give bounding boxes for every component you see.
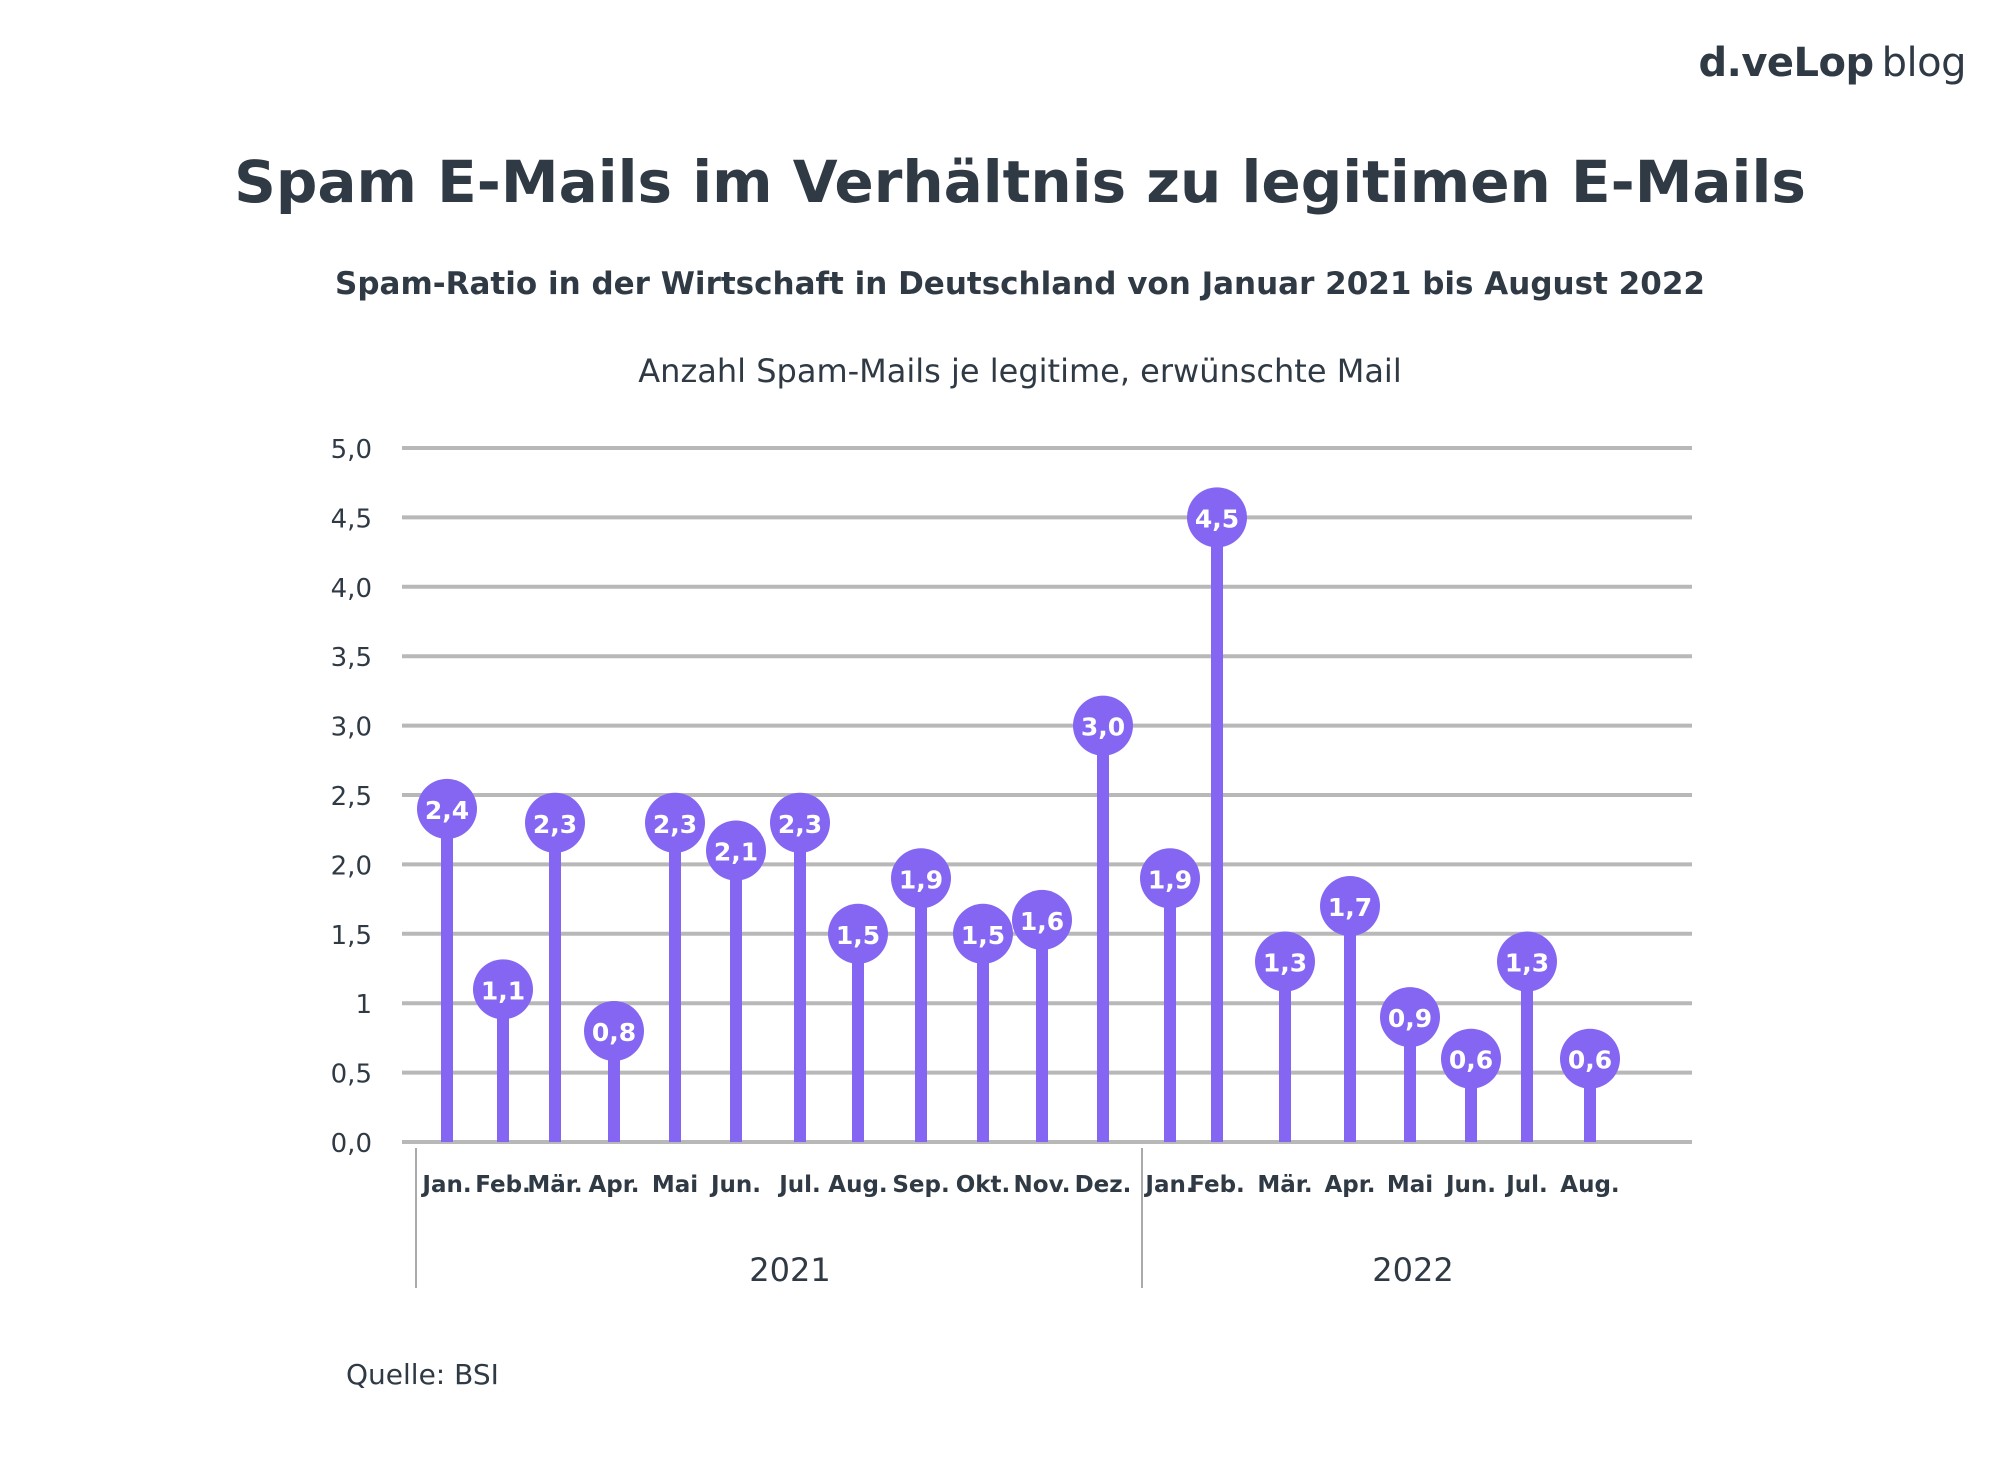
bar-marker bbox=[1140, 848, 1200, 909]
data-label: 0,9 bbox=[1388, 1004, 1432, 1033]
data-label: 2,1 bbox=[714, 838, 758, 867]
logo-suffix: blog bbox=[1881, 40, 1967, 86]
data-label: 0,6 bbox=[1449, 1046, 1493, 1075]
data-label: 1,3 bbox=[1263, 949, 1307, 978]
y-tick-label: 3,0 bbox=[331, 713, 372, 743]
data-label: 1,6 bbox=[1020, 907, 1064, 936]
data-label: 3,0 bbox=[1081, 713, 1125, 742]
group-label: 2021 bbox=[749, 1251, 830, 1289]
bar-marker bbox=[1441, 1028, 1501, 1089]
x-tick-label: Dez. bbox=[1075, 1172, 1132, 1198]
x-tick-label: Jan. bbox=[420, 1172, 471, 1198]
bar-marker bbox=[473, 959, 533, 1020]
x-tick-label: Aug. bbox=[1560, 1172, 1619, 1198]
data-label: 0,8 bbox=[592, 1018, 636, 1047]
y-tick-label: 4,5 bbox=[331, 504, 372, 534]
x-tick-label: Jul. bbox=[777, 1172, 821, 1198]
bar-marker bbox=[1073, 695, 1133, 756]
x-tick-label: Jan. bbox=[1143, 1172, 1194, 1198]
y-tick-label: 3,5 bbox=[331, 643, 372, 673]
data-label: 1,5 bbox=[961, 921, 1005, 950]
x-tick-label: Mai bbox=[1387, 1172, 1433, 1198]
y-tick-label: 0,0 bbox=[331, 1129, 372, 1159]
brand-logo: d.veLop blog bbox=[1698, 40, 1966, 86]
bar-marker bbox=[770, 792, 830, 853]
data-label: 0,6 bbox=[1568, 1046, 1612, 1075]
x-tick-label: Feb. bbox=[475, 1172, 531, 1198]
logo-brand: d.veLop bbox=[1698, 40, 1874, 86]
data-label: 1,1 bbox=[481, 976, 525, 1005]
bar-marker bbox=[417, 778, 477, 839]
x-tick-label: Feb. bbox=[1189, 1172, 1245, 1198]
data-label: 1,7 bbox=[1328, 893, 1372, 922]
x-tick-label: Sep. bbox=[892, 1172, 949, 1198]
chart-title: Spam E-Mails im Verhältnis zu legitimen … bbox=[234, 148, 1806, 216]
source-note: Quelle: BSI bbox=[346, 1358, 499, 1391]
y-axis-label: Anzahl Spam-Mails je legitime, erwünscht… bbox=[638, 352, 1402, 390]
data-label: 1,3 bbox=[1505, 949, 1549, 978]
data-label: 4,5 bbox=[1195, 504, 1239, 533]
data-label: 1,9 bbox=[899, 865, 943, 894]
data-label: 1,9 bbox=[1148, 865, 1192, 894]
x-tick-label: Mai bbox=[652, 1172, 698, 1198]
x-tick-label: Okt. bbox=[956, 1172, 1011, 1198]
bar-marker bbox=[1320, 876, 1380, 937]
bar-marker bbox=[1380, 987, 1440, 1048]
bar-marker bbox=[645, 792, 705, 853]
x-tick-label: Apr. bbox=[1324, 1172, 1375, 1198]
data-label: 1,5 bbox=[836, 921, 880, 950]
y-tick-label: 1 bbox=[355, 990, 372, 1020]
x-tick-label: Jun. bbox=[1444, 1172, 1496, 1198]
x-tick-label: Mär. bbox=[527, 1172, 582, 1198]
data-label: 2,3 bbox=[778, 810, 822, 839]
data-label: 2,4 bbox=[425, 796, 469, 825]
bar-marker bbox=[953, 903, 1013, 964]
bar-marker bbox=[1560, 1028, 1620, 1089]
y-tick-label: 4,0 bbox=[331, 574, 372, 604]
bar-marker bbox=[1187, 487, 1247, 548]
bar-marker bbox=[1012, 889, 1072, 950]
x-tick-label: Apr. bbox=[588, 1172, 639, 1198]
y-tick-label: 2,0 bbox=[331, 851, 372, 881]
bar-marker bbox=[891, 848, 951, 909]
bar-marker bbox=[828, 903, 888, 964]
y-tick-label: 5,0 bbox=[331, 435, 372, 465]
bar-marker bbox=[584, 1000, 644, 1061]
x-tick-label: Jul. bbox=[1504, 1172, 1548, 1198]
group-label: 2022 bbox=[1372, 1251, 1453, 1289]
bar-marker bbox=[525, 792, 585, 853]
x-tick-label: Nov. bbox=[1014, 1172, 1071, 1198]
bar-marker bbox=[1255, 931, 1315, 992]
chart-subtitle: Spam-Ratio in der Wirtschaft in Deutschl… bbox=[335, 266, 1705, 302]
data-label: 2,3 bbox=[533, 810, 577, 839]
x-tick-label: Mär. bbox=[1257, 1172, 1312, 1198]
x-tick-label: Aug. bbox=[828, 1172, 887, 1198]
y-tick-label: 0,5 bbox=[331, 1060, 372, 1090]
bar-marker bbox=[1497, 931, 1557, 992]
bar-marker bbox=[706, 820, 766, 881]
x-tick-label: Jun. bbox=[709, 1172, 761, 1198]
y-tick-label: 1,5 bbox=[331, 921, 372, 951]
y-tick-label: 2,5 bbox=[331, 782, 372, 812]
data-label: 2,3 bbox=[653, 810, 697, 839]
